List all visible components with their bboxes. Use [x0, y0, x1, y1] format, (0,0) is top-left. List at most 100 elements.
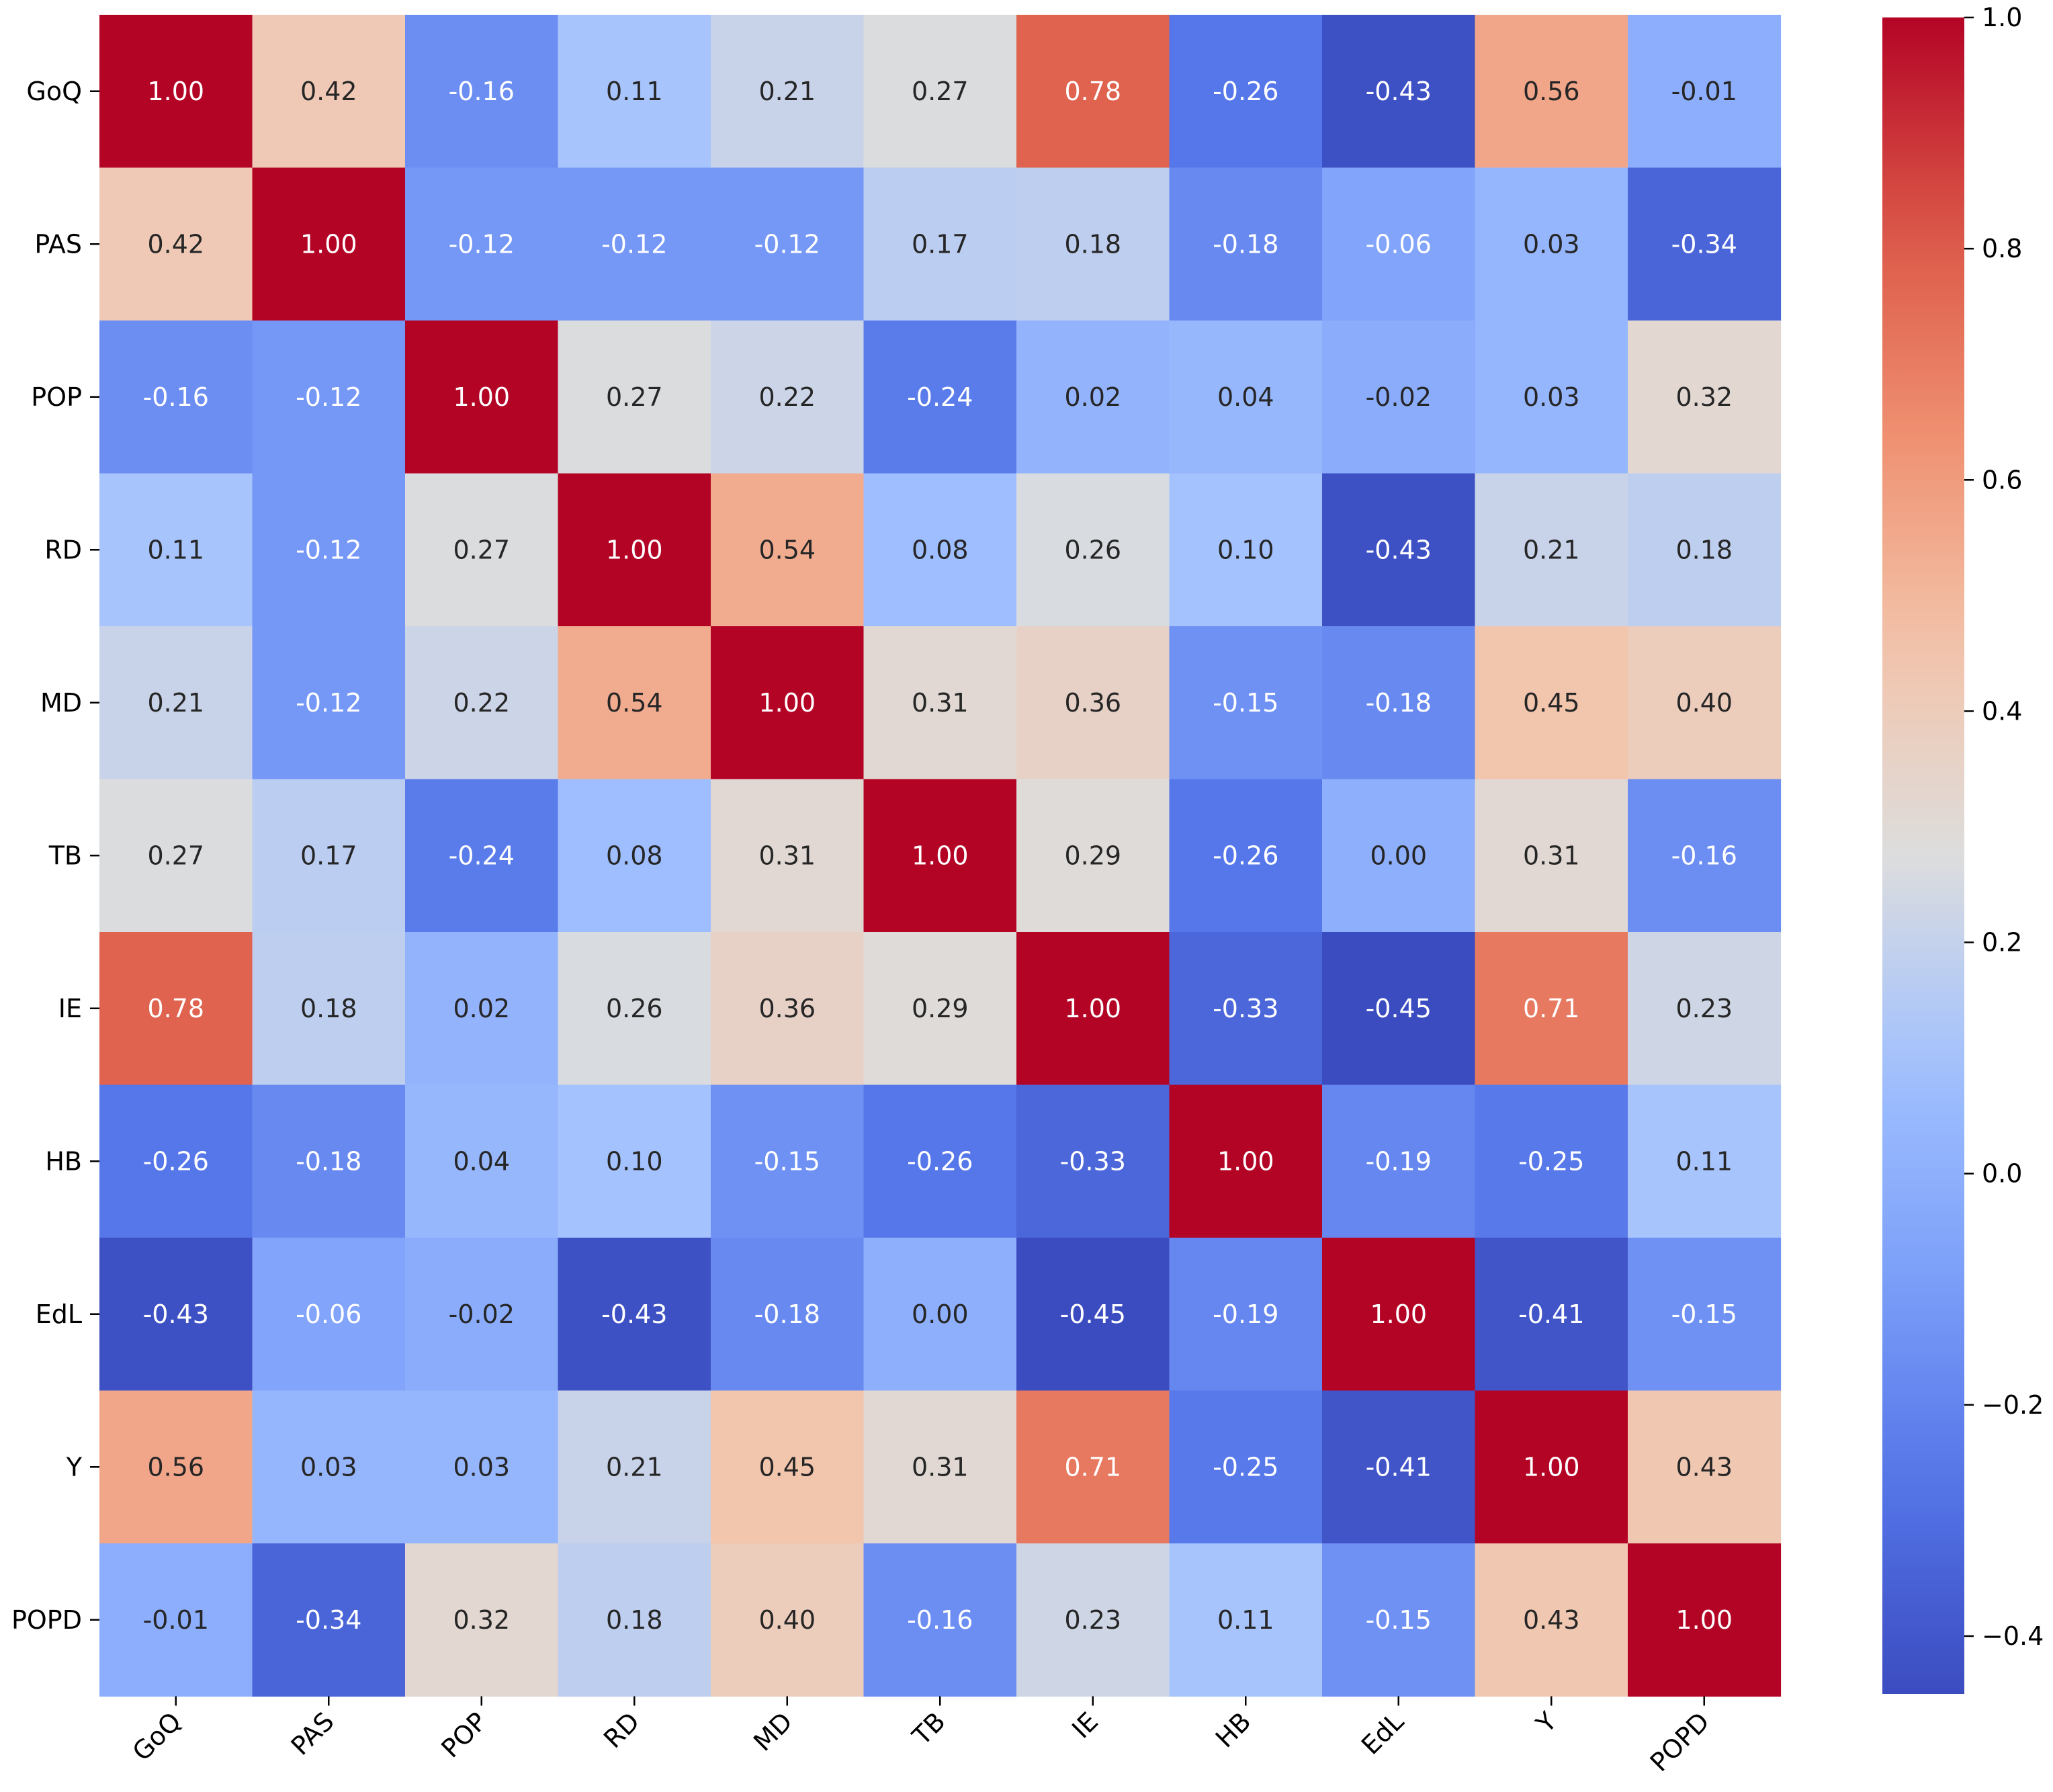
heatmap-cell — [252, 1084, 406, 1238]
colorbar: 1.0 0.8 0.6 0.4 0.2 0.0 −0.2 −0.4 — [1882, 3, 2044, 1694]
cell-value-label: 0.42 — [300, 77, 357, 106]
cell-value-label: -0.26 — [907, 1146, 973, 1176]
heatmap-cell — [1169, 167, 1323, 321]
heatmap-cell — [252, 932, 406, 1086]
heatmap-cell — [1016, 1390, 1170, 1544]
heatmap-cell — [1322, 932, 1476, 1086]
heatmap-cell — [99, 15, 253, 169]
heatmap-cell — [1322, 473, 1476, 627]
cell-value-label: 0.54 — [758, 535, 816, 564]
colorbar-tick-label: 0.0 — [1982, 1159, 2022, 1189]
cell-value-label: 1.00 — [1064, 994, 1121, 1023]
heatmap-cell — [405, 626, 559, 780]
colorbar-tick-label: 0.8 — [1982, 234, 2022, 263]
cell-value-label: -0.34 — [296, 1605, 361, 1635]
cell-value-label: 0.21 — [758, 77, 816, 106]
cell-value-label: 0.11 — [606, 77, 663, 106]
cell-value-label: -0.12 — [296, 382, 361, 412]
cell-value-label: 0.45 — [1523, 688, 1580, 718]
cell-value-label: 0.11 — [147, 535, 204, 564]
cell-value-label: 0.31 — [912, 1452, 969, 1482]
y-tick-label: RD — [44, 535, 82, 564]
heatmap-cell — [711, 1238, 865, 1392]
heatmap-cell — [405, 1238, 559, 1392]
x-tick-label: HB — [1210, 1707, 1257, 1754]
cell-value-label: -0.16 — [907, 1605, 973, 1635]
cell-value-label: -0.02 — [449, 1299, 515, 1329]
cell-value-label: 0.31 — [912, 688, 969, 718]
y-tick-label: IE — [58, 994, 82, 1023]
cell-value-label: 0.02 — [453, 994, 510, 1023]
heatmap-cell — [1475, 626, 1628, 780]
heatmap-cell — [863, 932, 1017, 1086]
heatmap-cell — [1628, 1390, 1782, 1544]
heatmap-cell — [863, 473, 1017, 627]
heatmap-cell — [1016, 473, 1170, 627]
heatmap-cell — [1016, 167, 1170, 321]
cell-value-label: -0.12 — [296, 535, 361, 564]
heatmap-cell — [405, 1390, 559, 1544]
cell-value-label: 0.27 — [453, 535, 510, 564]
cell-value-label: -0.41 — [1518, 1299, 1584, 1329]
heatmap-cell — [558, 626, 711, 780]
heatmap-cell — [99, 779, 253, 933]
cell-value-label: -0.34 — [1671, 229, 1737, 259]
heatmap-cell — [99, 321, 253, 474]
cell-value-label: 0.71 — [1523, 994, 1580, 1023]
heatmap-cell — [99, 1390, 253, 1544]
cell-value-label: -0.33 — [1213, 994, 1278, 1023]
cell-value-label: 0.21 — [606, 1452, 663, 1482]
heatmap-cell — [405, 1543, 559, 1697]
cell-value-label: 1.00 — [453, 382, 510, 412]
cell-value-label: -0.06 — [296, 1299, 361, 1329]
heatmap-cell — [1322, 1084, 1476, 1238]
cell-value-label: 0.36 — [758, 994, 816, 1023]
y-tick-label: MD — [40, 688, 82, 718]
heatmap-cell — [1016, 626, 1170, 780]
cell-value-label: -0.26 — [1213, 77, 1278, 106]
cell-value-label: 0.23 — [1064, 1605, 1121, 1635]
heatmap-cell — [711, 1084, 865, 1238]
cell-value-label: -0.24 — [907, 382, 973, 412]
heatmap-cell — [1169, 932, 1323, 1086]
colorbar-tick-label: 1.0 — [1982, 3, 2022, 32]
heatmap-cell — [1475, 1543, 1628, 1697]
heatmap-cell — [252, 321, 406, 474]
heatmap-cell — [558, 15, 711, 169]
cell-value-label: 0.08 — [912, 535, 969, 564]
cell-value-label: 0.56 — [1523, 77, 1580, 106]
cell-value-label: -0.18 — [296, 1146, 361, 1176]
cell-value-label: -0.45 — [1060, 1299, 1126, 1329]
cell-value-label: 1.00 — [300, 229, 357, 259]
x-axis: GoQ PAS POP RD MD TB IE HB EdL Y POPD — [127, 1696, 1715, 1777]
heatmap-cell — [1169, 1390, 1323, 1544]
cell-value-label: 0.32 — [453, 1605, 510, 1635]
x-tick-label: MD — [748, 1707, 798, 1757]
cell-value-label: -0.24 — [449, 841, 515, 870]
cell-value-label: -0.19 — [1366, 1146, 1432, 1176]
heatmap-cell — [99, 626, 253, 780]
cell-value-label: 0.03 — [453, 1452, 510, 1482]
cell-value-label: -0.16 — [449, 77, 515, 106]
cell-value-label: 0.17 — [300, 841, 357, 870]
heatmap-cell — [558, 932, 711, 1086]
cell-value-label: -0.19 — [1213, 1299, 1278, 1329]
cell-value-label: 0.18 — [1064, 229, 1121, 259]
cell-value-label: 1.00 — [758, 688, 816, 718]
heatmap-cell — [252, 779, 406, 933]
heatmap-cell — [1016, 1543, 1170, 1697]
heatmap-cell — [252, 167, 406, 321]
colorbar-tick-label: −0.2 — [1982, 1390, 2044, 1420]
heatmap-cell — [711, 1543, 865, 1697]
heatmap-cell — [99, 932, 253, 1086]
heatmap-cell — [1169, 15, 1323, 169]
heatmap-cell — [1169, 626, 1323, 780]
heatmap-cell — [1475, 473, 1628, 627]
heatmap-cell — [1322, 1238, 1476, 1392]
cell-value-label: 0.21 — [1523, 535, 1580, 564]
heatmap-cell — [252, 473, 406, 627]
cell-value-label: -0.15 — [754, 1146, 820, 1176]
heatmap-cell — [1475, 1084, 1628, 1238]
cell-value-label: -0.12 — [601, 229, 667, 259]
heatmap-cell — [252, 15, 406, 169]
